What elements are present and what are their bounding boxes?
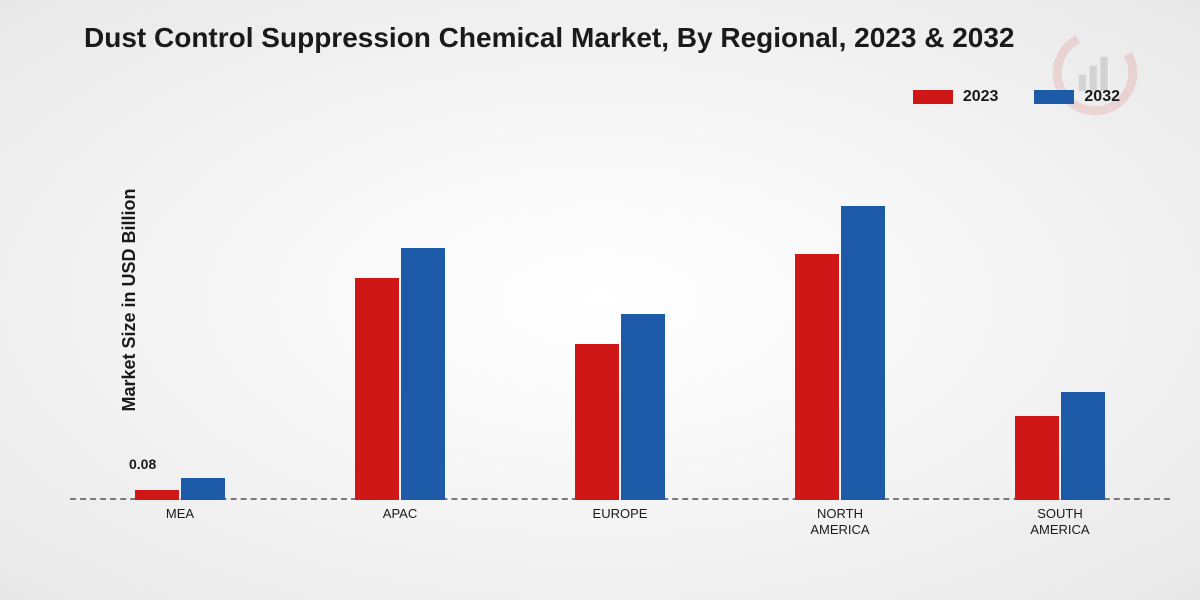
bar-na-2032 <box>841 206 885 500</box>
bar-europe-2023 <box>575 344 619 500</box>
legend-label-2023: 2023 <box>963 88 999 106</box>
xlabel-europe: EUROPE <box>560 502 680 540</box>
group-europe <box>575 314 665 500</box>
xlabel-sa: SOUTHAMERICA <box>1000 502 1120 540</box>
bar-groups: 0.08 <box>70 140 1170 500</box>
legend-label-2032: 2032 <box>1084 88 1120 106</box>
bar-na-2023 <box>795 254 839 500</box>
y-axis-label: Market Size in USD Billion <box>119 188 140 411</box>
bar-mea-2032 <box>181 478 225 500</box>
group-apac <box>355 248 445 500</box>
bar-apac-2023 <box>355 278 399 500</box>
legend-swatch-2023 <box>913 90 953 104</box>
legend-item-2023: 2023 <box>913 88 999 106</box>
bar-apac-2032 <box>401 248 445 500</box>
legend-swatch-2032 <box>1034 90 1074 104</box>
group-na <box>795 206 885 500</box>
bar-europe-2032 <box>621 314 665 500</box>
xlabel-na: NORTHAMERICA <box>780 502 900 540</box>
bar-mea-2023 <box>135 490 179 500</box>
value-label-mea: 0.08 <box>129 456 156 472</box>
chart-title: Dust Control Suppression Chemical Market… <box>84 22 1015 54</box>
x-axis-labels: MEA APAC EUROPE NORTHAMERICA SOUTHAMERIC… <box>70 502 1170 540</box>
plot-area: 0.08 MEA APAC EUROPE NORTHAMERICA SOUTHA… <box>70 140 1170 540</box>
legend: 2023 2032 <box>913 88 1120 106</box>
bar-sa-2032 <box>1061 392 1105 500</box>
xlabel-mea: MEA <box>120 502 240 540</box>
xlabel-apac: APAC <box>340 502 460 540</box>
group-sa <box>1015 392 1105 500</box>
legend-item-2032: 2032 <box>1034 88 1120 106</box>
group-mea: 0.08 <box>135 478 225 500</box>
bar-sa-2023 <box>1015 416 1059 500</box>
